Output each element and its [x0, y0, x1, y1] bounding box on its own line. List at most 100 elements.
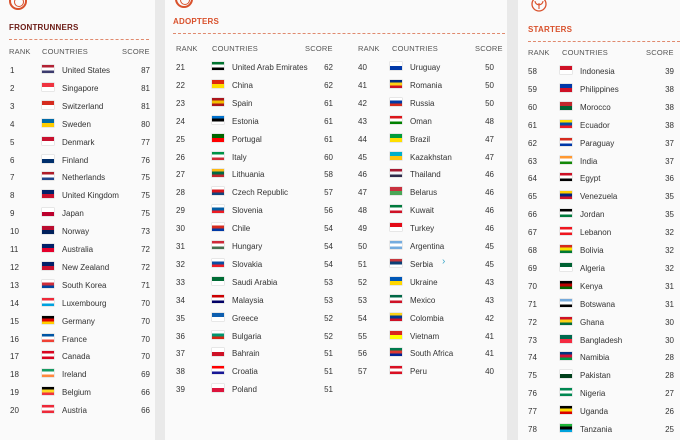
country-flag-icon — [42, 333, 54, 342]
table-row[interactable]: 53 Mexico 43 — [358, 291, 503, 309]
table-row[interactable]: 9 Japan 75 — [10, 204, 155, 222]
table-row[interactable]: 15 Germany 70 — [10, 312, 155, 330]
table-row[interactable]: 12 New Zealand 72 — [10, 258, 155, 276]
table-row[interactable]: 65 Venezuela 35 — [528, 187, 678, 205]
table-row[interactable]: 13 South Korea 71 — [10, 276, 155, 294]
table-row[interactable]: 36 Bulgaria 52 — [176, 327, 336, 345]
table-row[interactable]: 42 Russia 50 — [358, 94, 503, 112]
table-row[interactable]: 35 Greece 52 — [176, 309, 336, 327]
table-row[interactable]: 57 Peru 40 — [358, 362, 503, 380]
table-row[interactable]: 58 Indonesia 39 — [528, 62, 678, 80]
table-row[interactable]: 69 Algeria 32 — [528, 259, 678, 277]
table-row[interactable]: 22 China 62 — [176, 76, 336, 94]
table-row[interactable]: 77 Uganda 26 — [528, 402, 678, 420]
table-row[interactable]: 1 United States 87 — [10, 61, 155, 79]
country-flag-icon — [390, 241, 402, 249]
table-row[interactable]: 71 Botswana 31 — [528, 295, 678, 313]
table-row[interactable]: 29 Slovenia 56 — [176, 201, 336, 219]
table-row[interactable]: 45 Kazakhstan 47 — [358, 148, 503, 166]
country-flag-icon — [42, 136, 54, 145]
rank-cell: 15 — [10, 316, 19, 326]
table-row[interactable]: 26 Italy 60 — [176, 148, 336, 166]
table-row[interactable]: 27 Lithuania 58 — [176, 165, 336, 183]
table-row[interactable]: 61 Ecuador 38 — [528, 116, 678, 134]
score-cell: 61 — [324, 116, 333, 126]
table-row[interactable]: 33 Saudi Arabia 53 — [176, 273, 336, 291]
table-row[interactable]: 70 Kenya 31 — [528, 277, 678, 295]
table-row[interactable]: 38 Croatia 51 — [176, 362, 336, 380]
table-row[interactable]: 6 Finland 76 — [10, 151, 155, 169]
table-row[interactable]: 14 Luxembourg 70 — [10, 294, 155, 312]
table-row[interactable]: 66 Jordan 35 — [528, 205, 678, 223]
country-flag-icon — [212, 276, 224, 285]
table-row[interactable]: 68 Bolivia 32 — [528, 241, 678, 259]
table-row[interactable]: 44 Brazil 47 — [358, 130, 503, 148]
table-row[interactable]: 78 Tanzania 25 — [528, 420, 678, 438]
table-row[interactable]: 30 Chile 54 — [176, 219, 336, 237]
table-row[interactable]: 76 Nigeria 27 — [528, 384, 678, 402]
country-flag-icon — [560, 316, 572, 325]
table-row[interactable]: 72 Ghana 30 — [528, 313, 678, 331]
country-name: Saudi Arabia — [232, 277, 278, 287]
table-row[interactable]: 11 Australia 72 — [10, 240, 155, 258]
rank-cell: 39 — [176, 385, 185, 395]
table-row[interactable]: 54 Colombia 42 — [358, 309, 503, 327]
table-row[interactable]: 73 Bangladesh 30 — [528, 331, 678, 349]
table-row[interactable]: 67 Lebanon 32 — [528, 223, 678, 241]
country-flag-icon — [390, 97, 402, 106]
table-row[interactable]: 39 Poland 51 — [176, 380, 336, 398]
table-row[interactable]: 56 South Africa 41 — [358, 344, 503, 362]
table-row[interactable]: 34 Malaysia 53 — [176, 291, 336, 309]
table-row[interactable]: 16 France 70 — [10, 330, 155, 348]
table-row[interactable]: 60 Morocco 38 — [528, 98, 678, 116]
table-row[interactable]: 31 Hungary 54 — [176, 237, 336, 255]
table-row[interactable]: 24 Estonia 61 — [176, 112, 336, 130]
table-row[interactable]: 4 Sweden 80 — [10, 115, 155, 133]
country-name: Algeria — [580, 263, 605, 273]
table-row[interactable]: 75 Pakistan 28 — [528, 366, 678, 384]
table-row[interactable]: 59 Philippines 38 — [528, 80, 678, 98]
adopters-panel: ADOPTERS RANK COUNTRIES SCORE RANK COUNT… — [165, 0, 507, 440]
table-row[interactable]: 64 Egypt 36 — [528, 169, 678, 187]
table-row[interactable]: 41 Romania 50 — [358, 76, 503, 94]
table-row[interactable]: 2 Singapore 81 — [10, 79, 155, 97]
table-row[interactable]: 74 Namibia 28 — [528, 348, 678, 366]
table-row[interactable]: 20 Austria 66 — [10, 401, 155, 419]
table-row[interactable]: 47 Belarus 46 — [358, 183, 503, 201]
table-row[interactable]: 63 India 37 — [528, 152, 678, 170]
table-row[interactable]: 23 Spain 61 — [176, 94, 336, 112]
chevron-right-icon[interactable]: › — [442, 255, 446, 267]
table-row[interactable]: 25 Portugal 61 — [176, 130, 336, 148]
table-row[interactable]: 5 Denmark 77 — [10, 133, 155, 151]
country-flag-icon — [390, 151, 402, 160]
table-row[interactable]: 55 Vietnam 41 — [358, 327, 503, 345]
table-row[interactable]: 48 Kuwait 46 — [358, 201, 503, 219]
country-name: Spain — [232, 98, 253, 108]
table-row[interactable]: 40 Uruguay 50 — [358, 58, 503, 76]
score-cell: 53 — [324, 277, 333, 287]
table-row[interactable]: 7 Netherlands 75 — [10, 168, 155, 186]
score-cell: 50 — [485, 98, 494, 108]
table-row[interactable]: 10 Norway 73 — [10, 222, 155, 240]
table-row[interactable]: 3 Switzerland 81 — [10, 97, 155, 115]
country-name: Denmark — [62, 137, 95, 147]
table-row[interactable]: 49 Turkey 46 — [358, 219, 503, 237]
table-row[interactable]: 28 Czech Republic 57 — [176, 183, 336, 201]
table-row[interactable]: 62 Paraguay 37 — [528, 134, 678, 152]
table-row[interactable]: 21 United Arab Emirates 62 — [176, 58, 336, 76]
score-cell: 46 — [485, 224, 494, 234]
table-row[interactable]: 8 United Kingdom 75 — [10, 186, 155, 204]
table-row[interactable]: 50 Argentina 45 — [358, 237, 503, 255]
table-row[interactable]: 52 Ukraine 43 — [358, 273, 503, 291]
table-row[interactable]: 43 Oman 48 — [358, 112, 503, 130]
table-row[interactable]: 18 Ireland 69 — [10, 365, 155, 383]
table-row[interactable]: 32 Slovakia 54 — [176, 255, 336, 273]
table-row[interactable]: 37 Bahrain 51 — [176, 344, 336, 362]
table-row[interactable]: 46 Thailand 46 — [358, 165, 503, 183]
rank-cell: 45 — [358, 152, 367, 162]
rank-cell: 36 — [176, 331, 185, 341]
table-row[interactable]: 19 Belgium 66 — [10, 383, 155, 401]
table-row[interactable]: 17 Canada 70 — [10, 347, 155, 365]
table-row[interactable]: 51 Serbia 45 › — [358, 255, 503, 273]
score-cell: 48 — [485, 116, 494, 126]
